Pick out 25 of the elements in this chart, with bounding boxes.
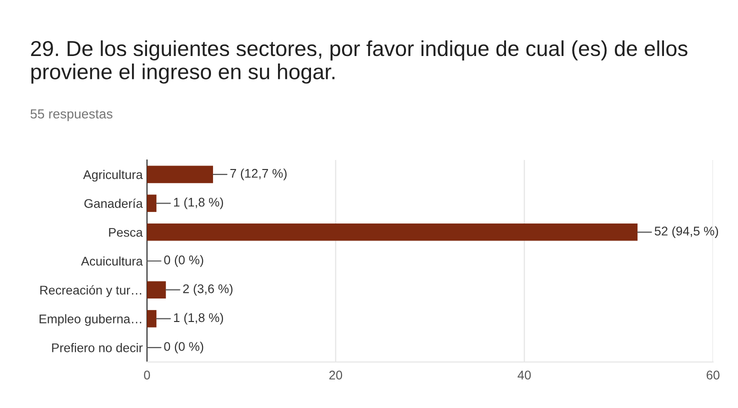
- x-tick-label: 20: [329, 370, 342, 380]
- bar: [147, 281, 166, 299]
- data-label: 52 (94,5 %): [654, 226, 718, 238]
- chart-title: 29. De los siguientes sectores, por favor indique de cual (es) de ellos proviene el ingreso en su hogar.: [31, 40, 688, 84]
- data-label: 1 (1,8 %): [174, 312, 224, 325]
- y-tick-label: Recreación y tur…: [40, 285, 142, 298]
- data-label: 7 (12,7 %): [230, 168, 287, 180]
- data-label: 2 (3,6 %): [183, 284, 232, 296]
- bar: [147, 194, 156, 212]
- y-tick-label: Agricultura: [83, 170, 143, 182]
- y-tick-label: Pesca: [109, 228, 143, 237]
- y-tick-label: Empleo guberna…: [40, 314, 142, 326]
- x-tick-label: 0: [144, 370, 150, 380]
- bar: [147, 310, 156, 328]
- x-tick-label: 60: [706, 370, 720, 380]
- x-tick-label: 40: [518, 370, 531, 380]
- data-label: 0 (0 %): [164, 342, 204, 354]
- y-tick-label: Acuicultura: [81, 256, 143, 266]
- data-label: 1 (1,8 %): [174, 197, 224, 210]
- data-label: 0 (0 %): [164, 255, 204, 267]
- bar: [147, 223, 638, 241]
- chart-subtitle: 55 respuestas: [30, 109, 112, 122]
- y-tick-label: Prefiero no decir: [52, 343, 143, 352]
- y-tick-label: Ganadería: [84, 198, 143, 208]
- bar: [147, 166, 214, 184]
